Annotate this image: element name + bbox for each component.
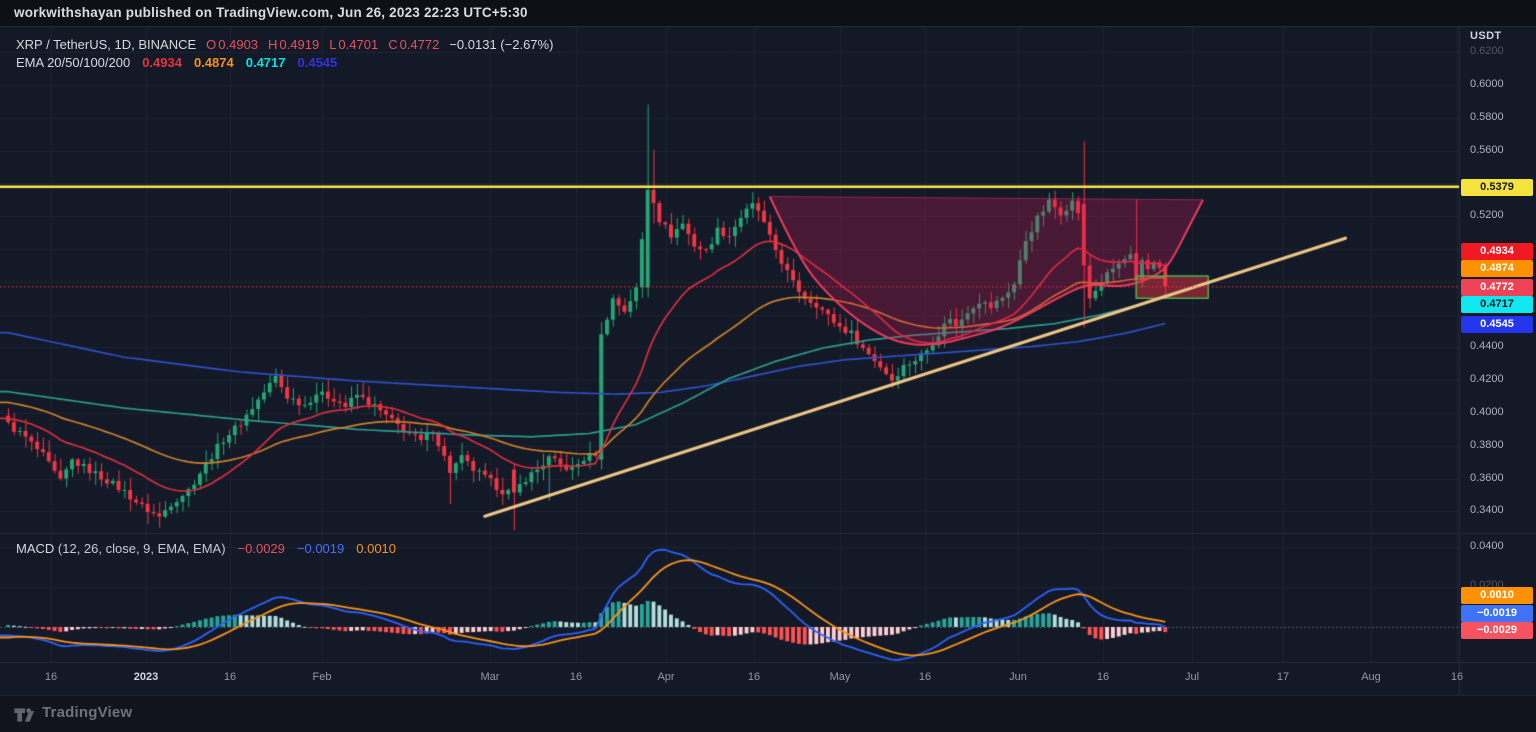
- macd-value: 0.0010: [356, 541, 397, 556]
- price-badge: 0.4874: [1461, 259, 1533, 277]
- ohlc-value: C 0.4772: [388, 37, 439, 52]
- time-tick-label: 16: [223, 671, 237, 683]
- macd-params: (12, 26, close, 9, EMA, EMA): [57, 541, 226, 556]
- ema-row: EMA 20/50/100/200 0.4934 0.4874 0.4717 0.454…: [16, 54, 553, 72]
- time-tick-label: 16: [1096, 671, 1110, 683]
- ohlc-number: 0.4772: [399, 37, 440, 52]
- time-tick-label: 16: [569, 671, 583, 683]
- time-tick-label: Apr: [657, 671, 675, 683]
- symbol-row: XRP / TetherUS, 1D, BINANCE O 0.4903 H 0.491…: [16, 36, 553, 54]
- price-badge: 0.4772: [1461, 278, 1533, 296]
- price-tick-label: 0.4000: [1470, 406, 1504, 418]
- ema-value: 0.4874: [193, 55, 234, 70]
- ohlc-letter: C: [388, 37, 398, 52]
- price-badge: −0.0029: [1461, 621, 1533, 639]
- ohlc-value: H 0.4919: [268, 37, 319, 52]
- ema-value: 0.4717: [245, 55, 286, 70]
- price-axis-unit: USDT: [1470, 30, 1502, 42]
- macd-legend[interactable]: MACD (12, 26, close, 9, EMA, EMA) −0.0029…: [16, 541, 396, 556]
- tradingview-logo-icon[interactable]: [13, 703, 37, 727]
- published-text: workwithshayan published on TradingView.…: [14, 5, 528, 20]
- time-tick-label: Jun: [1009, 671, 1027, 683]
- macd-value: −0.0029: [237, 541, 285, 556]
- published-bar: workwithshayan published on TradingView.…: [0, 0, 1536, 26]
- price-tick-label: 0.6000: [1470, 78, 1504, 90]
- time-tick-label: Mar: [480, 671, 500, 683]
- ohlc-number: 0.4903: [218, 37, 259, 52]
- price-tick-label: 0.3800: [1470, 439, 1504, 451]
- price-badge: 0.4934: [1461, 242, 1533, 260]
- price-tick-label: 0.4400: [1470, 340, 1504, 352]
- ohlc-value: L 0.4701: [329, 37, 378, 52]
- time-tick-label: 2023: [133, 671, 159, 683]
- time-tick-label: 16: [1450, 671, 1464, 683]
- ema-value: 0.4934: [142, 55, 182, 70]
- ohlc-letter: L: [329, 37, 337, 52]
- time-tick-label: Feb: [312, 671, 332, 683]
- ema-value: 0.4545: [297, 55, 338, 70]
- chart-legend[interactable]: XRP / TetherUS, 1D, BINANCE O 0.4903 H 0.491…: [16, 36, 553, 72]
- time-tick-label: 16: [918, 671, 932, 683]
- time-tick-label: Aug: [1361, 671, 1381, 683]
- time-tick-label: 16: [44, 671, 58, 683]
- ohlc-number: 0.4701: [338, 37, 379, 52]
- symbol-title[interactable]: XRP / TetherUS, 1D, BINANCE: [16, 37, 197, 52]
- price-tick-label: 0.5200: [1470, 209, 1504, 221]
- price-axis[interactable]: USDT 0.6200 0.6000 0.5800 0.5600 0.5200 0.440…: [1460, 26, 1536, 662]
- ohlc-letter: O: [206, 37, 217, 52]
- change-value: −0.0131 (−2.67%): [449, 37, 554, 52]
- price-tick-label: 0.5800: [1470, 111, 1504, 123]
- price-badge: 0.4717: [1461, 295, 1533, 313]
- price-tick-label: 0.4200: [1470, 373, 1504, 385]
- time-axis[interactable]: 16 2023 16 Feb Mar 16 Apr 16 May 16 Jun 16 Jul 17 Aug 1…: [0, 662, 1464, 695]
- ohlc-number: 0.4919: [279, 37, 320, 52]
- price-badge: 0.4545: [1461, 315, 1533, 333]
- price-tick-label: 0.5600: [1470, 144, 1504, 156]
- ohlc-value: O 0.4903: [206, 37, 258, 52]
- time-tick-label: 16: [747, 671, 761, 683]
- time-tick-label: May: [829, 671, 851, 683]
- ohlc-letter: H: [268, 37, 278, 52]
- price-badge: 0.5379: [1461, 178, 1533, 196]
- time-tick-label: 17: [1276, 671, 1290, 683]
- brand-text[interactable]: TradingView: [42, 704, 133, 721]
- time-tick-label: Jul: [1184, 671, 1200, 683]
- price-badge: 0.0010: [1461, 586, 1533, 604]
- price-tick-label: 0.6200: [1470, 45, 1504, 57]
- price-tick-label: 0.3600: [1470, 472, 1504, 484]
- price-tick-label: 0.3400: [1470, 504, 1504, 516]
- macd-indicator-label[interactable]: MACD: [16, 541, 55, 556]
- footer-bar: TradingView: [0, 695, 1536, 732]
- ema-indicator-label[interactable]: EMA 20/50/100/200: [16, 55, 131, 70]
- price-badge: −0.0019: [1461, 604, 1533, 622]
- macd-value: −0.0019: [296, 541, 345, 556]
- price-tick-label: 0.0400: [1470, 540, 1504, 552]
